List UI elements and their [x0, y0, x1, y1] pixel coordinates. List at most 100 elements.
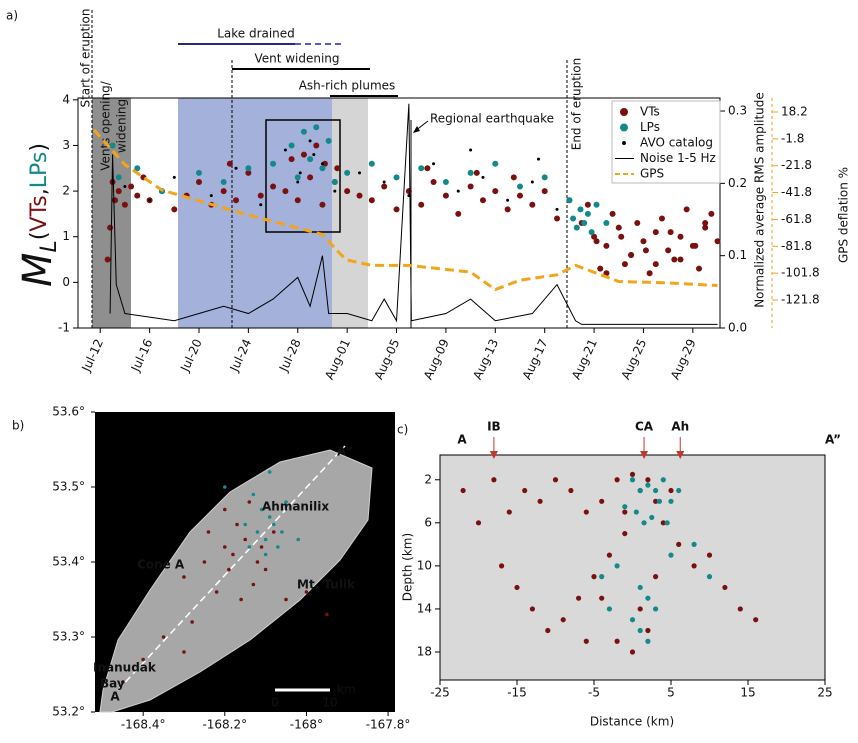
point — [591, 233, 598, 240]
point — [677, 256, 684, 263]
point — [313, 142, 320, 149]
station-label: CA — [635, 420, 654, 434]
point — [344, 169, 351, 176]
point — [671, 256, 678, 263]
y-tick-label: 0 — [62, 275, 70, 289]
point — [516, 183, 523, 190]
point — [393, 174, 400, 181]
annotation: Regional earthquake — [430, 112, 554, 126]
epicenter — [247, 500, 252, 504]
x-tick-label: Aug-05 — [372, 337, 403, 382]
y2-tick-label: 0.0 — [728, 321, 747, 335]
legend-label: Noise 1-5 Hz — [640, 151, 716, 165]
point — [504, 206, 511, 213]
epicenter — [255, 560, 260, 564]
annotation: Vents opening/ — [99, 80, 113, 171]
epicenter — [222, 545, 227, 549]
y-tick-label: 53.2° — [52, 705, 85, 719]
point — [581, 220, 588, 227]
hypocenter — [599, 574, 605, 580]
epicenter — [227, 567, 231, 572]
x-tick-label: Aug-29 — [668, 337, 699, 382]
hypocenter — [753, 617, 759, 623]
point — [104, 256, 111, 263]
epicenter — [255, 530, 260, 534]
hypocenter — [499, 563, 505, 569]
legend-marker — [620, 123, 628, 132]
point — [510, 174, 517, 181]
x-tick-label: -5 — [588, 686, 600, 700]
y-label-part: ( — [27, 232, 52, 241]
point — [171, 206, 178, 213]
point — [492, 160, 499, 167]
point — [481, 175, 485, 179]
point — [492, 188, 499, 195]
epicenter — [325, 612, 329, 617]
x-tick-label: -167.8° — [366, 718, 411, 732]
hypocenter — [645, 638, 651, 644]
station-label: IB — [487, 420, 501, 434]
hypocenter — [583, 638, 589, 644]
y-tick-label: 53.3° — [52, 630, 85, 644]
epicenter — [304, 590, 309, 594]
point — [257, 192, 264, 199]
hypocenter — [568, 487, 574, 494]
point — [442, 178, 449, 185]
station — [489, 451, 498, 459]
epicenter — [296, 537, 301, 542]
point — [344, 188, 351, 195]
point — [282, 188, 289, 195]
point — [609, 210, 616, 217]
hypocenter — [676, 541, 682, 547]
point — [307, 156, 314, 163]
hypocenter — [629, 477, 636, 483]
point — [107, 224, 114, 231]
x-tick-label: 5 — [667, 686, 675, 700]
hypocenter — [522, 487, 528, 494]
epicenter — [222, 507, 227, 512]
point — [148, 198, 152, 202]
y-tick-label: 10 — [417, 558, 432, 572]
end-label: A” — [825, 433, 841, 447]
point — [319, 201, 326, 208]
y-label-part: L — [37, 240, 62, 252]
y2-tick-label: 0.2 — [728, 176, 747, 190]
epicenter — [251, 492, 256, 497]
point — [530, 180, 534, 184]
epicenter — [235, 522, 239, 527]
y-label-part: LPs — [27, 152, 52, 189]
x-tick-label: Aug-21 — [569, 337, 600, 382]
point — [294, 197, 301, 204]
x-tick-label: Jul-20 — [177, 337, 205, 375]
point — [123, 185, 127, 189]
x-tick-label: Aug-13 — [470, 337, 501, 382]
hypocenter — [645, 477, 651, 483]
epicenter — [276, 545, 280, 549]
hypocenter — [629, 649, 636, 655]
panel-a-layout: Start of eruption Vents opening/ widenin… — [6, 8, 584, 328]
scale-label: 0 — [271, 696, 279, 710]
hypocenter — [668, 552, 674, 558]
point — [469, 148, 473, 152]
x-tick-label: Jul-12 — [79, 337, 107, 375]
y-axis-label: Depth (km) — [401, 533, 415, 601]
point — [331, 178, 338, 185]
x-tick-label: -168.4° — [121, 718, 166, 732]
point — [696, 265, 703, 272]
y-tick-label: 1 — [62, 229, 70, 243]
y-label-part: , — [27, 188, 52, 195]
point — [381, 183, 388, 190]
point — [467, 169, 474, 176]
hypocenter — [649, 514, 655, 521]
y3-tick-label: -41.8 — [781, 185, 812, 199]
point — [634, 220, 641, 227]
scale-label: 10 — [322, 696, 337, 710]
line — [109, 103, 718, 325]
point — [456, 189, 460, 193]
y-tick-label: 4 — [62, 92, 70, 106]
point — [593, 201, 600, 208]
point — [658, 215, 665, 222]
point — [593, 238, 600, 245]
panel-c-layout: c) A A” Distance (km) Depth (km) — [397, 423, 841, 729]
